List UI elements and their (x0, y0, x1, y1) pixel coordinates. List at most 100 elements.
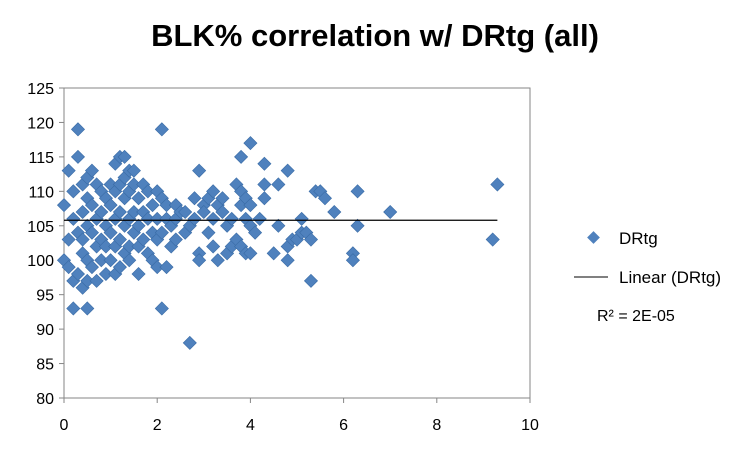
data-point (94, 253, 109, 268)
data-point (66, 184, 81, 199)
data-point (140, 211, 155, 226)
data-point (154, 225, 169, 240)
data-point (80, 301, 95, 316)
data-point (75, 204, 90, 220)
data-point (61, 163, 76, 178)
data-point (178, 204, 193, 220)
y-tick-label: 115 (28, 150, 54, 167)
data-point (154, 122, 169, 137)
data-point (271, 218, 286, 233)
axes: 80 85 90 95 100 105 110 115 120 125 0 2 4 6 8 10 (27, 81, 539, 434)
data-point (215, 204, 230, 220)
data-point (89, 273, 104, 288)
legend-label-trendline: Linear (DRtg) (619, 268, 721, 287)
legend-marker-drtg (587, 231, 600, 244)
data-point (154, 301, 169, 316)
data-point (280, 253, 295, 268)
data-point (224, 211, 239, 226)
data-point (192, 163, 207, 178)
x-tick-label: 8 (432, 417, 441, 434)
data-point (345, 253, 360, 268)
data-point (192, 253, 207, 268)
data-point (201, 225, 216, 240)
data-point (350, 218, 365, 233)
data-point (150, 260, 165, 275)
data-point (252, 211, 267, 226)
data-point (317, 191, 332, 206)
data-point (61, 232, 76, 247)
data-point (303, 273, 319, 288)
plot-area-border (63, 87, 531, 399)
data-point (257, 156, 272, 171)
data-point (210, 253, 225, 268)
data-point (145, 198, 160, 213)
data-point (70, 149, 86, 164)
data-point (206, 211, 221, 226)
data-point (243, 136, 258, 151)
data-point (327, 204, 342, 220)
data-point (70, 266, 86, 282)
data-point (243, 198, 258, 213)
data-point (490, 177, 505, 192)
legend-label-drtg: DRtg (619, 229, 658, 248)
data-point (248, 225, 263, 240)
data-point (168, 232, 183, 247)
data-point (350, 184, 365, 199)
data-point (266, 246, 281, 261)
data-point (84, 225, 99, 240)
data-point (182, 335, 197, 350)
data-point (103, 198, 118, 213)
y-tick-label: 80 (36, 391, 54, 408)
data-point (159, 260, 174, 275)
data-point (98, 266, 113, 282)
data-point (485, 232, 500, 247)
data-point (280, 163, 295, 178)
data-point (243, 246, 258, 261)
r-squared-annotation: R² = 2E-05 (597, 308, 675, 325)
data-point (126, 177, 141, 192)
data-point (112, 260, 127, 275)
data-point (383, 204, 398, 220)
data-point (94, 204, 109, 220)
data-point (98, 239, 113, 254)
data-point (126, 163, 141, 178)
data-point (66, 301, 81, 316)
data-point (206, 184, 221, 199)
data-point (112, 232, 127, 247)
data-point (84, 163, 99, 178)
data-point (103, 253, 118, 268)
data-point (187, 191, 202, 206)
data-point (122, 253, 137, 268)
y-tick-label: 105 (27, 219, 54, 236)
y-tick-label: 120 (27, 115, 54, 132)
y-tick-label: 85 (36, 357, 54, 374)
data-point (122, 239, 137, 254)
data-point (80, 273, 95, 288)
x-tick-label: 4 (246, 417, 255, 434)
data-point (234, 149, 249, 164)
data-point (271, 177, 286, 192)
x-tick-label: 10 (521, 417, 539, 434)
y-tick-label: 100 (27, 253, 54, 270)
data-point (84, 198, 99, 213)
data-point (196, 204, 211, 220)
data-point (131, 266, 146, 282)
data-point (66, 211, 81, 226)
y-tick-label: 110 (28, 184, 54, 201)
y-tick-label: 95 (36, 288, 54, 305)
x-tick-label: 0 (60, 417, 69, 434)
data-point (257, 191, 272, 206)
data-point (117, 149, 132, 164)
data-point (112, 204, 127, 220)
data-point (103, 225, 118, 240)
y-tick-label: 90 (36, 322, 54, 339)
data-point (75, 232, 90, 247)
x-tick-label: 2 (153, 417, 162, 434)
data-point (257, 177, 272, 192)
data-point (303, 232, 319, 247)
data-point (126, 204, 141, 220)
y-tick-label: 125 (27, 81, 54, 98)
data-point (159, 198, 174, 213)
data-point (294, 211, 309, 226)
